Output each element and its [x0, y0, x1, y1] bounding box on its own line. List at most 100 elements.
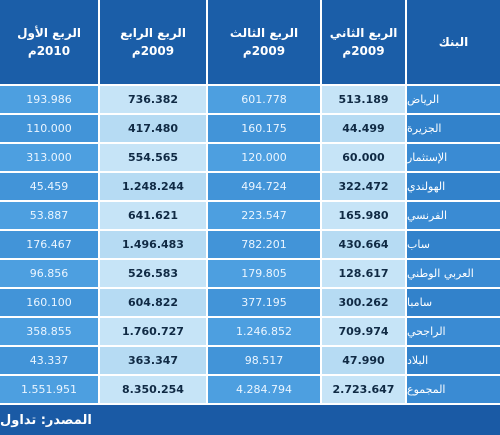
value: 1.246.852: [236, 325, 292, 338]
value: 300.262: [338, 296, 389, 309]
header-year: 2010م: [27, 44, 71, 58]
bank-label: البلاد: [407, 354, 429, 367]
value-cell: 313.000: [0, 144, 98, 171]
value: 1.760.727: [122, 325, 184, 338]
value: 98.517: [244, 354, 284, 367]
column-header: الربع الأول 2010م: [0, 0, 98, 84]
value: 4.284.794: [236, 383, 292, 396]
value-cell: 709.974: [322, 318, 405, 345]
value-cell: 53.887: [0, 202, 98, 229]
value: 179.805: [241, 267, 287, 280]
value: 2.723.647: [332, 383, 395, 396]
value: 554.565: [127, 151, 179, 164]
value: 363.347: [127, 354, 179, 367]
value: 601.778: [241, 93, 287, 106]
value: 782.201: [241, 238, 287, 251]
bank-label: الراجحي: [407, 325, 446, 338]
header-title: الربع الثالث: [229, 26, 299, 40]
value: 160.100: [26, 296, 72, 309]
value: 96.856: [29, 267, 69, 280]
value: 1.496.483: [122, 238, 184, 251]
value: 526.583: [127, 267, 179, 280]
value: 160.175: [241, 122, 287, 135]
value: 43.337: [29, 354, 69, 367]
value: 193.986: [26, 93, 72, 106]
value-cell: 4.284.794: [208, 376, 320, 403]
value: 8.350.254: [122, 383, 184, 396]
header-year: 2009م: [131, 44, 175, 58]
value-cell: 44.499: [322, 115, 405, 142]
bank-label: الإستثمار: [407, 151, 448, 164]
value-cell: 322.472: [322, 173, 405, 200]
bank-label: الهولندي: [407, 180, 446, 193]
value: 47.990: [342, 354, 385, 367]
bank-label: العربي الوطني: [407, 267, 474, 280]
value-cell: 494.724: [208, 173, 320, 200]
value: 60.000: [342, 151, 385, 164]
value-cell: 1.246.852: [208, 318, 320, 345]
value: 358.855: [26, 325, 72, 338]
value-cell: 120.000: [208, 144, 320, 171]
bank-name: الجزيرة: [407, 115, 500, 142]
bank-name: الراجحي: [407, 318, 500, 345]
value-cell: 526.583: [100, 260, 206, 287]
bank-name: الهولندي: [407, 173, 500, 200]
header-title: الربع الرابع: [120, 26, 186, 40]
value-cell: 179.805: [208, 260, 320, 287]
value-cell: 1.760.727: [100, 318, 206, 345]
column-header: الربع الثالث 2009م: [208, 0, 320, 84]
value-cell: 176.467: [0, 231, 98, 258]
value-cell: 165.980: [322, 202, 405, 229]
value: 176.467: [26, 238, 72, 251]
value: 53.887: [29, 209, 69, 222]
value-cell: 128.617: [322, 260, 405, 287]
value-cell: 223.547: [208, 202, 320, 229]
value-cell: 47.990: [322, 347, 405, 374]
value-cell: 45.459: [0, 173, 98, 200]
value-cell: 8.350.254: [100, 376, 206, 403]
value-cell: 43.337: [0, 347, 98, 374]
value: 44.499: [342, 122, 385, 135]
value: 1.248.244: [122, 180, 184, 193]
header-year: 2009م: [342, 44, 385, 58]
value: 313.000: [26, 151, 72, 164]
value-cell: 358.855: [0, 318, 98, 345]
value-cell: 300.262: [322, 289, 405, 316]
value-cell: 96.856: [0, 260, 98, 287]
value-cell: 1.551.951: [0, 376, 98, 403]
value: 641.621: [127, 209, 179, 222]
value: 45.459: [29, 180, 69, 193]
value: 430.664: [338, 238, 389, 251]
value-cell: 430.664: [322, 231, 405, 258]
value-cell: 377.195: [208, 289, 320, 316]
bank-name: الفرنسي: [407, 202, 500, 229]
column-header: الربع الرابع 2009م: [100, 0, 206, 84]
value: 417.480: [127, 122, 179, 135]
bank-name: سامبا: [407, 289, 500, 316]
header-title: البنك: [438, 35, 469, 49]
value: 1.551.951: [21, 383, 77, 396]
value-cell: 782.201: [208, 231, 320, 258]
value-cell: 160.100: [0, 289, 98, 316]
header-title: الربع الثاني: [329, 26, 398, 40]
value: 128.617: [338, 267, 389, 280]
bank-label: الرياض: [407, 93, 440, 106]
value-cell: 60.000: [322, 144, 405, 171]
header-year: 2009م: [242, 44, 286, 58]
bank-name: الرياض: [407, 86, 500, 113]
value: 223.547: [241, 209, 287, 222]
value: 322.472: [338, 180, 389, 193]
value: 709.974: [338, 325, 389, 338]
value-cell: 417.480: [100, 115, 206, 142]
bank-name: العربي الوطني: [407, 260, 500, 287]
value-cell: 1.248.244: [100, 173, 206, 200]
bank-name: البلاد: [407, 347, 500, 374]
bank-name: ساب: [407, 231, 500, 258]
value-cell: 601.778: [208, 86, 320, 113]
value-cell: 604.822: [100, 289, 206, 316]
value-cell: 363.347: [100, 347, 206, 374]
bank-label: الفرنسي: [407, 209, 448, 222]
value: 120.000: [241, 151, 287, 164]
value: 377.195: [241, 296, 287, 309]
